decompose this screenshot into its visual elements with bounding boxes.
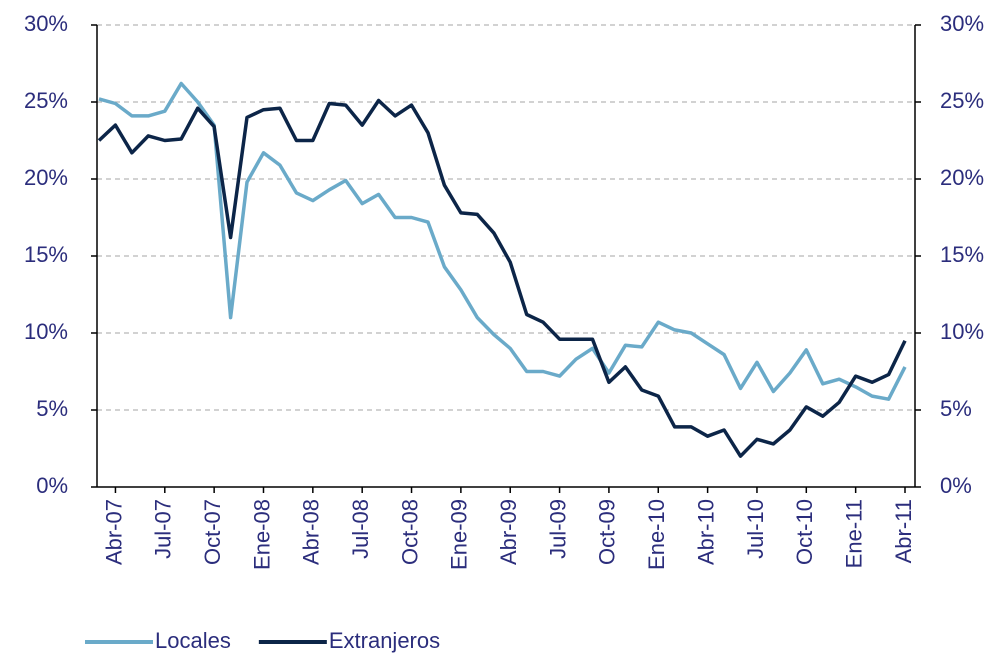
y-tick-label: 0% xyxy=(36,473,68,498)
x-tick-label: Ene-11 xyxy=(841,499,866,568)
y-tick-label: 5% xyxy=(36,396,68,421)
legend-label: Extranjeros xyxy=(329,628,440,653)
y2-tick-label: 25% xyxy=(940,88,984,113)
x-tick-label: Oct-09 xyxy=(595,499,620,565)
x-tick-label: Oct-08 xyxy=(397,499,422,565)
y2-tick-label: 0% xyxy=(940,473,972,498)
y2-tick-label: 5% xyxy=(940,396,972,421)
legend-label: Locales xyxy=(155,628,231,653)
x-tick-label: Abr-11 xyxy=(891,499,916,563)
y2-tick-label: 30% xyxy=(940,11,984,36)
x-tick-label: Abr-09 xyxy=(496,499,521,565)
y2-tick-label: 10% xyxy=(940,319,984,344)
y-tick-label: 30% xyxy=(24,11,68,36)
y-tick-label: 20% xyxy=(24,165,68,190)
series-line xyxy=(98,81,907,401)
y2-tick-label: 20% xyxy=(940,165,984,190)
x-tick-label: Abr-07 xyxy=(101,499,126,565)
x-tick-label: Jul-10 xyxy=(743,499,768,559)
x-tick-label: Ene-08 xyxy=(249,499,274,570)
x-tick-label: Abr-10 xyxy=(693,499,718,565)
y-tick-label: 10% xyxy=(24,319,68,344)
series-line xyxy=(97,98,907,458)
x-tick-label: Oct-10 xyxy=(792,499,817,565)
x-tick-label: Oct-07 xyxy=(200,499,225,565)
y2-tick-label: 15% xyxy=(940,242,984,267)
x-tick-label: Jul-07 xyxy=(151,499,176,559)
y-tick-label: 25% xyxy=(24,88,68,113)
x-tick-label: Jul-08 xyxy=(348,499,373,559)
x-tick-label: Ene-09 xyxy=(447,499,472,570)
x-tick-label: Abr-08 xyxy=(299,499,324,565)
y-tick-label: 15% xyxy=(24,242,68,267)
x-tick-label: Jul-09 xyxy=(545,499,570,559)
x-tick-label: Ene-10 xyxy=(644,499,669,570)
